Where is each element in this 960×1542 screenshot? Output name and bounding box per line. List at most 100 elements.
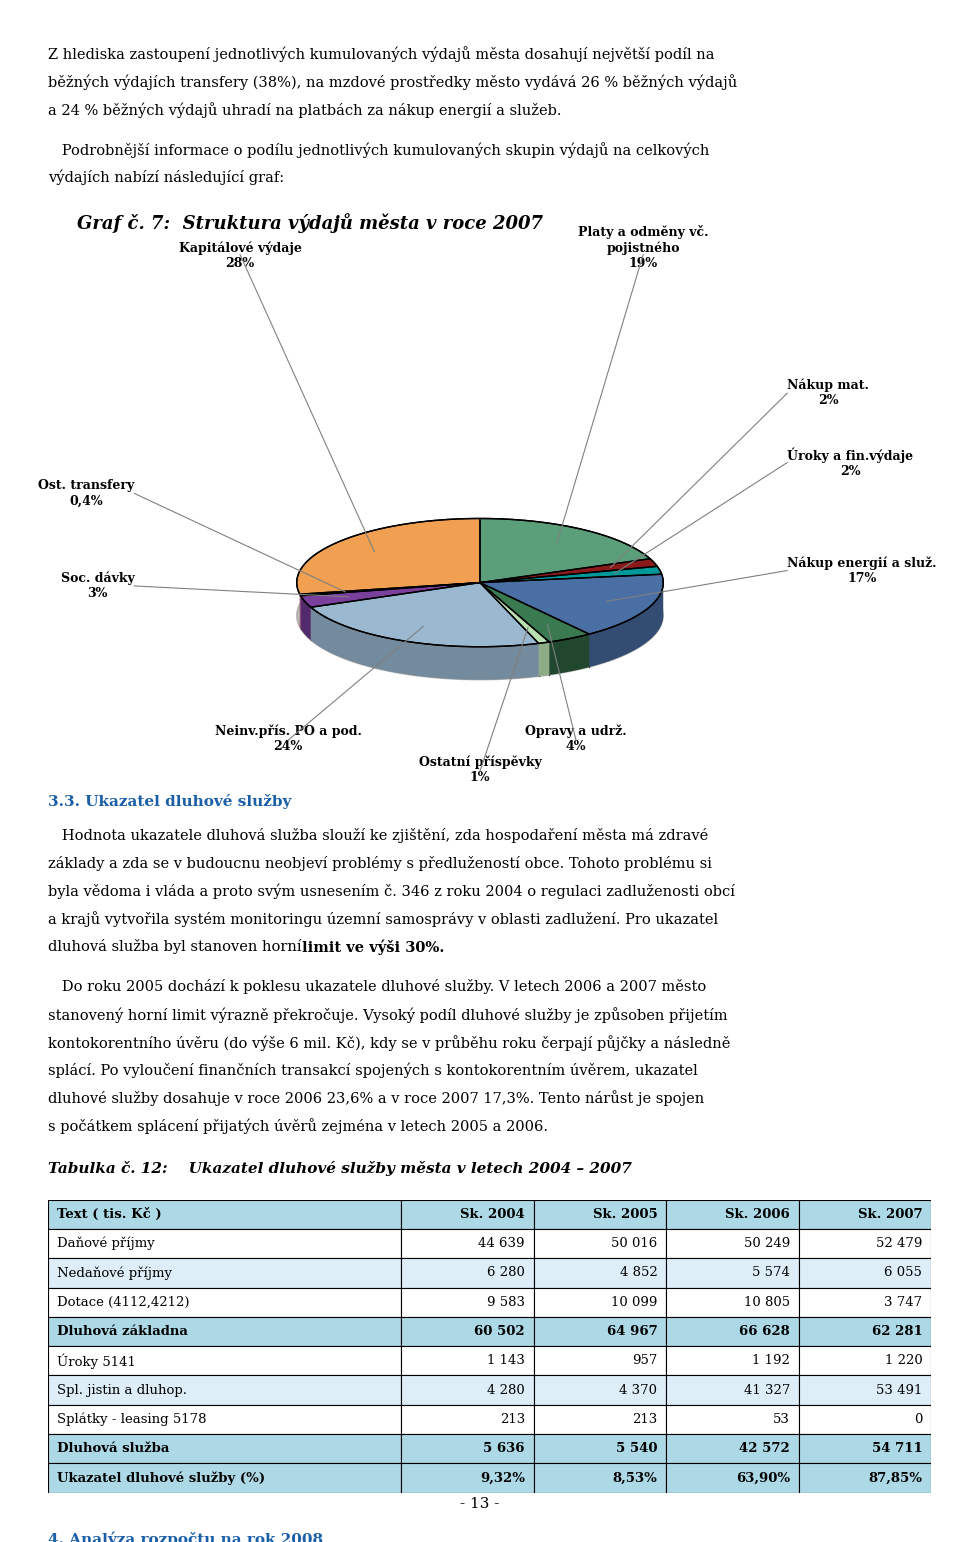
Text: Tabulka č. 12:    Ukazatel dluhové služby města v letech 2004 – 2007: Tabulka č. 12: Ukazatel dluhové služby m… [48,1161,632,1177]
FancyBboxPatch shape [401,1405,534,1434]
Text: Soc. dávky
3%: Soc. dávky 3% [60,572,134,600]
Text: 1 220: 1 220 [884,1354,923,1368]
FancyBboxPatch shape [799,1346,931,1375]
FancyBboxPatch shape [666,1258,799,1288]
Text: Neinv.přís. PO a pod.
24%: Neinv.přís. PO a pod. 24% [215,725,361,752]
Text: 3 747: 3 747 [884,1295,923,1309]
Text: Platy a odměny vč.
pojistného
19%: Platy a odměny vč. pojistného 19% [578,225,708,270]
Text: 9 583: 9 583 [487,1295,525,1309]
Text: 60 502: 60 502 [474,1325,525,1338]
FancyBboxPatch shape [799,1258,931,1288]
Text: 87,85%: 87,85% [869,1471,923,1485]
FancyBboxPatch shape [401,1288,534,1317]
FancyBboxPatch shape [48,1463,401,1493]
Polygon shape [297,518,480,594]
Text: 4. Analýza rozpočtu na rok 2008: 4. Analýza rozpočtu na rok 2008 [48,1531,324,1542]
FancyBboxPatch shape [534,1346,666,1375]
FancyBboxPatch shape [534,1229,666,1258]
FancyBboxPatch shape [48,1375,401,1405]
Text: Sk. 2007: Sk. 2007 [857,1207,923,1221]
FancyBboxPatch shape [534,1258,666,1288]
Polygon shape [480,558,658,583]
Text: Sk. 2006: Sk. 2006 [725,1207,790,1221]
FancyBboxPatch shape [666,1375,799,1405]
Polygon shape [480,583,549,643]
Polygon shape [480,566,661,583]
FancyBboxPatch shape [48,1288,401,1317]
FancyBboxPatch shape [666,1405,799,1434]
Text: 1 192: 1 192 [752,1354,790,1368]
Text: 53 491: 53 491 [876,1383,923,1397]
Text: Ost. transfery
0,4%: Ost. transfery 0,4% [38,480,134,507]
Text: Sk. 2005: Sk. 2005 [592,1207,658,1221]
FancyBboxPatch shape [799,1288,931,1317]
Text: byla vědoma i vláda a proto svým usnesením č. 346 z roku 2004 o regulaci zadluže: byla vědoma i vláda a proto svým usnesen… [48,884,735,899]
Text: Dluhová služba: Dluhová služba [57,1442,169,1456]
Text: Do roku 2005 dochází k poklesu ukazatele dluhové služby. V letech 2006 a 2007 mě: Do roku 2005 dochází k poklesu ukazatele… [48,979,707,995]
Text: 64 967: 64 967 [607,1325,658,1338]
Text: 10 805: 10 805 [744,1295,790,1309]
Text: dluhová služba byl stanoven horní: dluhová služba byl stanoven horní [48,939,306,954]
FancyBboxPatch shape [534,1434,666,1463]
FancyBboxPatch shape [401,1200,534,1229]
Text: Text ( tis. Kč ): Text ( tis. Kč ) [57,1207,161,1221]
Polygon shape [589,584,663,668]
FancyBboxPatch shape [401,1258,534,1288]
FancyBboxPatch shape [401,1317,534,1346]
Text: výdajích nabízí následující graf:: výdajích nabízí následující graf: [48,170,284,185]
Text: běžných výdajích transfery (38%), na mzdové prostředky město vydává 26 % běžných: běžných výdajích transfery (38%), na mzd… [48,74,737,89]
Text: 54 711: 54 711 [872,1442,923,1456]
Text: 0: 0 [914,1412,923,1426]
Polygon shape [480,574,663,634]
FancyBboxPatch shape [666,1434,799,1463]
Text: 5 574: 5 574 [752,1266,790,1280]
Polygon shape [300,595,311,640]
Text: 213: 213 [499,1412,525,1426]
Polygon shape [297,552,663,680]
FancyBboxPatch shape [666,1463,799,1493]
Text: - 13 -: - 13 - [460,1497,500,1511]
Text: Dotace (4112,4212): Dotace (4112,4212) [57,1295,189,1309]
Text: 957: 957 [632,1354,658,1368]
Text: 53: 53 [773,1412,790,1426]
Polygon shape [300,583,480,595]
FancyBboxPatch shape [666,1288,799,1317]
Polygon shape [480,583,589,641]
FancyBboxPatch shape [799,1317,931,1346]
FancyBboxPatch shape [48,1346,401,1375]
Text: Hodnota ukazatele dluhová služba slouží ke zjištění, zda hospodaření města má zd: Hodnota ukazatele dluhová služba slouží … [48,828,708,843]
Text: a 24 % běžných výdajů uhradí na platbách za nákup energií a služeb.: a 24 % běžných výdajů uhradí na platbách… [48,102,562,117]
FancyBboxPatch shape [48,1229,401,1258]
FancyBboxPatch shape [666,1317,799,1346]
Text: 44 639: 44 639 [478,1237,525,1251]
Text: a krajů vytvořila systém monitoringu územní samosprávy v oblasti zadlužení. Pro : a krajů vytvořila systém monitoringu úze… [48,911,718,927]
Text: Splátky - leasing 5178: Splátky - leasing 5178 [57,1412,206,1426]
Text: 1 143: 1 143 [487,1354,525,1368]
Text: 4 370: 4 370 [619,1383,658,1397]
Text: Opravy a udrž.
4%: Opravy a udrž. 4% [525,725,627,752]
FancyBboxPatch shape [401,1434,534,1463]
Text: Úroky 5141: Úroky 5141 [57,1352,135,1369]
Text: 5 540: 5 540 [616,1442,658,1456]
Text: 42 572: 42 572 [739,1442,790,1456]
FancyBboxPatch shape [534,1375,666,1405]
FancyBboxPatch shape [666,1229,799,1258]
Text: Kapitálové výdaje
28%: Kapitálové výdaje 28% [179,242,301,270]
FancyBboxPatch shape [48,1317,401,1346]
Text: 4 852: 4 852 [619,1266,658,1280]
Text: základy a zda se v budoucnu neobjeví problémy s předlužeností obce. Tohoto probl: základy a zda se v budoucnu neobjeví pro… [48,856,712,871]
Text: 50 249: 50 249 [744,1237,790,1251]
Polygon shape [480,518,650,583]
Text: limit ve výši 30%.: limit ve výši 30%. [302,939,444,954]
FancyBboxPatch shape [799,1405,931,1434]
Polygon shape [539,641,549,677]
FancyBboxPatch shape [48,1405,401,1434]
Text: 66 628: 66 628 [739,1325,790,1338]
Text: Sk. 2004: Sk. 2004 [460,1207,525,1221]
Text: s počátkem splácení přijatých úvěrů zejména v letech 2005 a 2006.: s počátkem splácení přijatých úvěrů zejm… [48,1118,548,1133]
Text: Daňové příjmy: Daňové příjmy [57,1237,155,1251]
FancyBboxPatch shape [799,1434,931,1463]
Text: 50 016: 50 016 [612,1237,658,1251]
FancyBboxPatch shape [401,1375,534,1405]
FancyBboxPatch shape [534,1200,666,1229]
